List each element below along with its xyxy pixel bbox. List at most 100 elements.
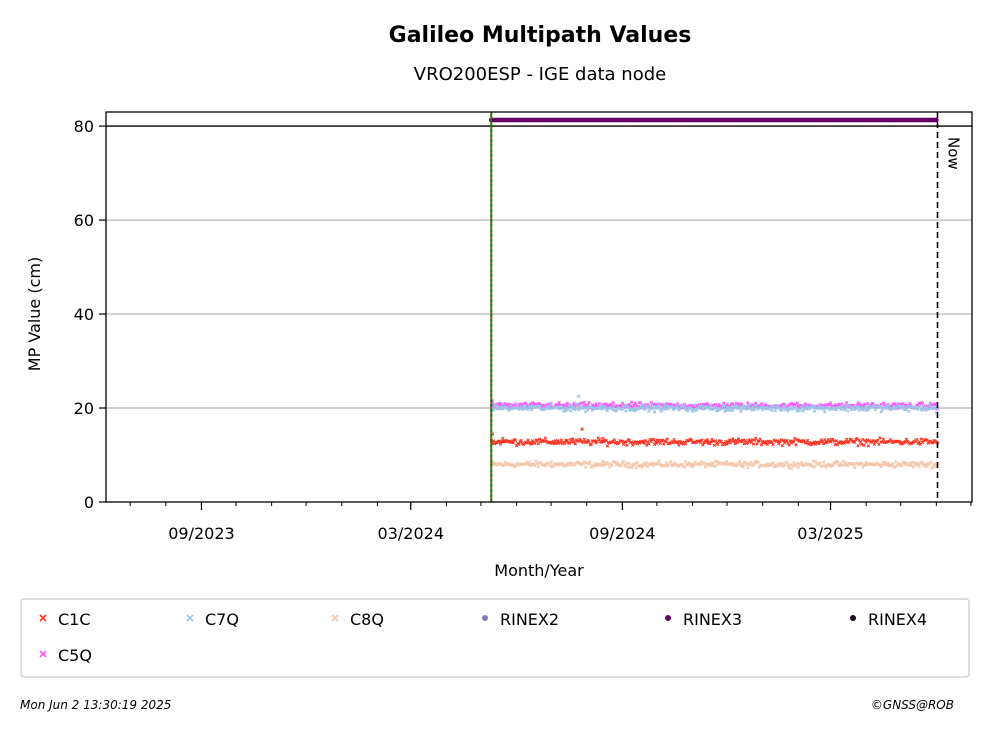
point-c5q <box>628 404 633 408</box>
point-c7q <box>713 405 718 409</box>
point-c7q <box>794 406 798 410</box>
point-c8q <box>786 463 790 468</box>
point-c8q <box>792 461 796 465</box>
point-c7q <box>575 402 580 406</box>
point-c1c <box>580 427 584 431</box>
point-c5q <box>920 400 925 405</box>
point-c1c <box>760 440 765 444</box>
point-c1c <box>678 439 682 443</box>
point-c7q <box>526 407 530 412</box>
point-c8q <box>709 461 713 465</box>
x-tick-label: 03/2024 <box>378 524 444 543</box>
y-axis: 0 20 40 60 80 <box>74 117 106 512</box>
point-c1c <box>785 438 789 443</box>
point-c7q <box>610 407 614 411</box>
point-c7q <box>866 408 871 412</box>
point-c1c <box>581 440 585 445</box>
point-c1c <box>728 440 733 445</box>
point-c7q <box>665 404 669 408</box>
point-c7q <box>657 403 661 407</box>
point-c1c <box>701 443 705 447</box>
point-c5q <box>498 401 503 405</box>
point-c7q <box>886 406 890 411</box>
point-c8q <box>626 465 630 469</box>
point-c1c <box>735 440 740 445</box>
x-tick-label: 03/2025 <box>797 524 863 543</box>
point-c8q <box>621 459 626 464</box>
point-c1c <box>759 443 764 447</box>
point-c7q <box>663 403 667 407</box>
point-c7q <box>586 408 590 412</box>
point-c1c <box>700 438 704 442</box>
point-c1c <box>498 442 503 446</box>
point-c7q <box>777 405 781 409</box>
point-c1c <box>525 441 529 445</box>
point-c1c <box>917 440 921 444</box>
point-c7q <box>721 404 726 408</box>
point-c7q <box>679 405 683 409</box>
chart-subtitle: VRO200ESP - IGE data node <box>414 64 666 85</box>
point-c8q <box>800 460 804 465</box>
point-c7q <box>530 403 535 408</box>
point-c8q <box>912 461 917 465</box>
point-c1c <box>597 437 602 442</box>
point-c8q <box>789 466 794 471</box>
legend-label-rinex2: RINEX2 <box>500 610 559 629</box>
data-points <box>488 117 940 471</box>
point-c1c <box>812 440 817 444</box>
point-c8q <box>673 461 677 465</box>
point-c1c <box>624 440 628 444</box>
point-c7q <box>545 406 550 410</box>
point-c1c <box>589 442 594 446</box>
legend-label-rinex3: RINEX3 <box>683 610 742 629</box>
point-c1c <box>880 440 884 444</box>
point-c7q <box>562 409 566 413</box>
point-c7q <box>605 408 610 413</box>
point-c1c <box>792 439 796 443</box>
point-c7q <box>926 407 930 412</box>
point-c8q <box>924 464 928 469</box>
legend-swatch-rinex4 <box>850 615 856 621</box>
point-c8q <box>671 463 675 468</box>
plot-frame <box>105 111 973 503</box>
point-c7q <box>751 405 756 410</box>
point-c5q <box>871 402 875 406</box>
point-c7q <box>529 408 534 412</box>
legend-box <box>20 598 970 678</box>
point-c8q <box>599 463 604 467</box>
point-c7q <box>520 407 525 412</box>
point-c8q <box>629 465 634 470</box>
point-c7q <box>622 404 627 408</box>
point-c7q <box>574 406 579 411</box>
point-c8q <box>689 462 694 466</box>
point-c8q <box>785 460 789 464</box>
point-c7q <box>856 404 860 409</box>
point-c5q <box>828 401 833 405</box>
point-c8q <box>645 464 650 469</box>
point-c8q <box>818 461 822 465</box>
point-c7q <box>603 405 607 409</box>
grid <box>106 125 972 409</box>
point-c7q <box>731 408 735 413</box>
point-c8q <box>602 463 606 468</box>
point-c7q <box>601 403 605 408</box>
point-c7q <box>821 407 826 411</box>
point-c8q <box>743 460 748 464</box>
point-c8q <box>835 460 840 464</box>
point-c8q <box>725 459 729 464</box>
point-c8q <box>765 462 769 466</box>
point-c8q <box>633 461 637 466</box>
point-c5q <box>582 400 587 405</box>
point-c7q <box>597 406 602 410</box>
point-c1c <box>567 441 572 445</box>
point-c8q <box>909 463 913 468</box>
point-c1c <box>731 437 735 441</box>
point-c7q <box>693 403 697 407</box>
point-c7q <box>772 403 776 408</box>
point-c1c <box>573 442 577 446</box>
point-c1c <box>794 443 798 447</box>
point-c5q <box>725 403 729 407</box>
point-c1c <box>665 437 669 441</box>
point-c1c <box>716 442 720 446</box>
